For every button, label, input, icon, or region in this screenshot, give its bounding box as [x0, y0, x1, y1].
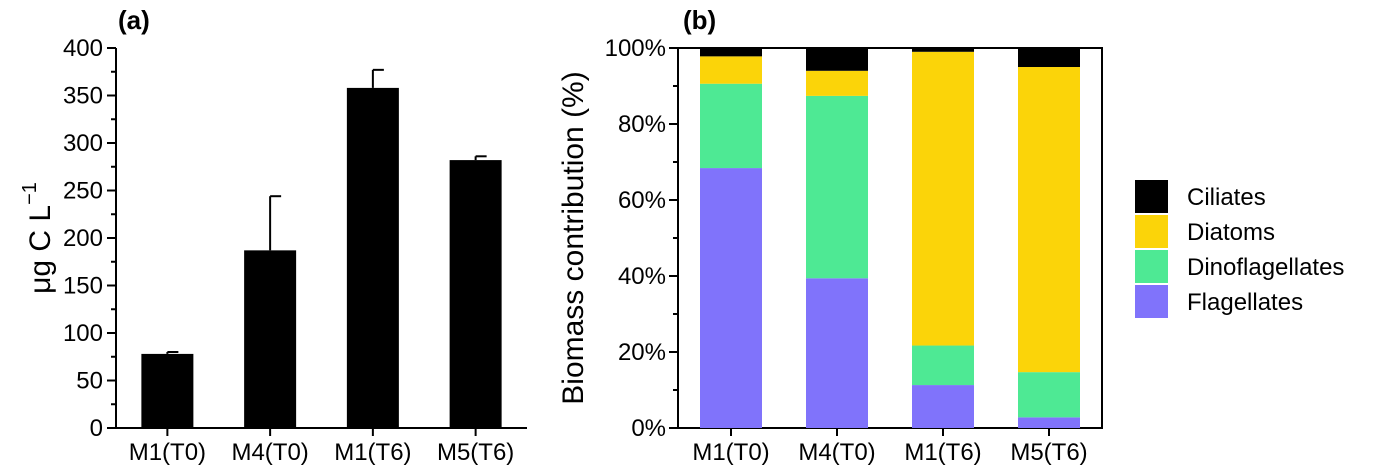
- panel-b-y-tick-label: 80%: [618, 111, 666, 138]
- panel-a-y-axis: 0 50 100 150 200 250 300 350 400: [63, 35, 117, 442]
- panel-b-legend: Ciliates Diatoms Dinoflagellates Flagellate…: [1135, 180, 1344, 318]
- legend-swatch-diatoms: [1135, 215, 1168, 248]
- panel-a-bar: [346, 87, 399, 429]
- panel-b-segment-ciliates: [1018, 48, 1080, 67]
- panel-b-x-tick-label: M1(T6): [904, 439, 981, 466]
- legend-label-ciliates: Ciliates: [1187, 184, 1266, 211]
- panel-b-y-tick-label: 20%: [618, 339, 666, 366]
- panel-b-segment-flagellates: [912, 385, 974, 428]
- panel-a-y-tick-label: 50: [76, 368, 103, 395]
- panel-b-y-tick-label: 100%: [605, 35, 666, 62]
- panel-b-segment-diatoms: [700, 56, 762, 84]
- panel-a-bars: [141, 68, 502, 429]
- panel-b-stacked-bar-chart: (b) Biomass contribution (%) 0% 20% 40% 60%…: [557, 5, 1344, 466]
- panel-b-segment-ciliates: [912, 48, 974, 52]
- panel-b-x-tick-label: M1(T0): [692, 439, 769, 466]
- panel-a-x-tick-label: M5(T6): [437, 439, 514, 466]
- panel-b-y-axis: 0% 20% 40% 60% 80% 100%: [605, 35, 678, 442]
- legend-swatch-dinoflagellates: [1135, 250, 1168, 283]
- legend-label-diatoms: Diatoms: [1187, 219, 1275, 246]
- panel-a-y-tick-label: 150: [63, 273, 103, 300]
- panel-a-x-tick-label: M1(T0): [129, 439, 206, 466]
- panel-b-segment-dinoflagellates: [1018, 372, 1080, 418]
- panel-b-segment-dinoflagellates: [912, 345, 974, 386]
- panel-b-y-tick-label: 0%: [631, 415, 666, 442]
- panel-b-segment-dinoflagellates: [806, 95, 868, 279]
- panel-a-bar: [449, 160, 502, 428]
- panel-b-segment-diatoms: [806, 70, 868, 96]
- panel-a-x-tick-label: M4(T0): [231, 439, 308, 466]
- panel-b-label: (b): [683, 5, 716, 35]
- panel-b-y-tick-label: 60%: [618, 187, 666, 214]
- legend-swatch-flagellates: [1135, 285, 1168, 318]
- panel-a-y-tick-label: 400: [63, 35, 103, 62]
- legend-label-dinoflagellates: Dinoflagellates: [1187, 254, 1344, 281]
- panel-a-y-axis-title: μg C L−1: [19, 182, 57, 294]
- panel-b-bars: [700, 48, 1080, 428]
- panel-b-x-tick-label: M5(T6): [1010, 439, 1087, 466]
- panel-b-segment-flagellates: [806, 278, 868, 428]
- panel-a-label: (a): [118, 5, 150, 35]
- panel-a-y-tick-label: 250: [63, 178, 103, 205]
- panel-a-y-tick-label: 300: [63, 130, 103, 157]
- panel-a-y-axis-title-superscript: −1: [19, 182, 41, 205]
- panel-b-segment-diatoms: [912, 51, 974, 346]
- panel-b-y-tick-label: 40%: [618, 263, 666, 290]
- panel-a-x-axis: M1(T0) M4(T0) M1(T6) M5(T6): [116, 427, 527, 466]
- panel-b-segment-ciliates: [700, 48, 762, 57]
- panel-a-y-tick-label: 100: [63, 320, 103, 347]
- panel-b-segment-ciliates: [806, 48, 868, 71]
- legend-label-flagellates: Flagellates: [1187, 289, 1303, 316]
- panel-a-y-tick-label: 0: [90, 415, 103, 442]
- panel-a-y-tick-label: 200: [63, 225, 103, 252]
- panel-b-segment-dinoflagellates: [700, 83, 762, 169]
- panel-a-bar: [244, 250, 297, 428]
- legend-swatch-ciliates: [1135, 180, 1168, 213]
- panel-b-segment-flagellates: [1018, 417, 1080, 428]
- panel-a-x-tick-label: M1(T6): [334, 439, 411, 466]
- panel-b-x-axis: M1(T0) M4(T0) M1(T6) M5(T6): [692, 428, 1088, 466]
- panel-b-y-axis-title: Biomass contribution (%): [557, 71, 590, 404]
- panel-a-bar-chart: (a) μg C L−1 0 50 100 150 200 250 300 350 400 M1…: [19, 5, 527, 466]
- panel-b-segment-diatoms: [1018, 67, 1080, 373]
- panel-a-bar: [141, 353, 194, 428]
- panel-a-y-tick-label: 350: [63, 83, 103, 110]
- panel-b-x-tick-label: M4(T0): [798, 439, 875, 466]
- panel-b-segment-flagellates: [700, 168, 762, 428]
- panel-a-y-axis-title-text: μg C L: [24, 205, 57, 294]
